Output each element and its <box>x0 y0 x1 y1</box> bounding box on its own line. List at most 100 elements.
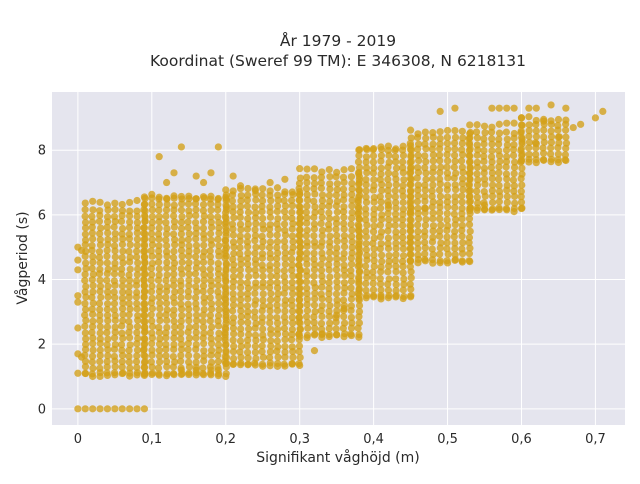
data-point <box>273 207 281 216</box>
data-point <box>340 203 348 211</box>
data-point <box>251 313 259 322</box>
data-point <box>89 346 97 354</box>
data-point <box>259 272 267 280</box>
data-point <box>111 206 119 214</box>
data-point <box>206 253 215 261</box>
data-point <box>392 268 400 276</box>
data-point <box>525 150 533 159</box>
data-point <box>280 237 289 245</box>
data-point <box>103 405 112 413</box>
data-point <box>259 325 267 333</box>
data-point <box>243 302 252 310</box>
data-point <box>104 282 112 290</box>
data-point <box>162 352 170 360</box>
data-point <box>311 208 319 216</box>
data-point <box>465 233 474 242</box>
data-point <box>518 164 526 172</box>
chart-title-line-1: År 1979 - 2019 <box>280 31 396 50</box>
data-point <box>103 201 112 209</box>
data-point <box>355 319 363 327</box>
data-point <box>347 173 356 181</box>
data-point <box>392 286 400 295</box>
data-point <box>163 194 171 202</box>
data-point <box>192 264 200 272</box>
data-point <box>399 151 408 160</box>
data-point <box>414 151 422 159</box>
data-point <box>421 152 429 160</box>
data-point <box>148 259 157 268</box>
data-point <box>413 164 422 172</box>
data-point <box>133 219 141 227</box>
data-point <box>191 270 200 278</box>
data-point <box>170 201 178 209</box>
data-point <box>125 223 134 232</box>
data-point <box>133 371 141 379</box>
x-axis-title: Signifikant våghöjd (m) <box>256 449 419 466</box>
data-point <box>355 222 363 230</box>
data-point <box>245 331 253 339</box>
data-point <box>415 140 423 148</box>
data-point <box>340 271 349 280</box>
data-point <box>258 261 266 269</box>
data-point <box>206 287 215 295</box>
x-tick-label: 0 <box>74 432 82 447</box>
data-point <box>117 217 126 226</box>
data-point <box>414 130 422 138</box>
data-point <box>415 215 423 223</box>
data-point <box>148 270 156 279</box>
data-point <box>103 357 111 366</box>
data-point <box>191 294 200 302</box>
data-point <box>310 301 319 309</box>
data-point <box>259 331 267 339</box>
data-point <box>510 208 518 216</box>
data-point <box>252 279 260 287</box>
data-point <box>266 278 275 287</box>
data-point <box>378 251 386 259</box>
data-point <box>435 186 444 194</box>
data-point <box>362 193 370 201</box>
data-point <box>370 257 378 265</box>
data-point <box>96 364 104 372</box>
data-point <box>450 163 458 171</box>
data-point <box>81 218 90 226</box>
data-point <box>281 284 289 292</box>
data-point <box>171 288 179 296</box>
data-point <box>355 193 363 201</box>
data-point <box>339 173 348 181</box>
data-point <box>384 240 392 248</box>
data-point <box>280 208 289 216</box>
data-point <box>281 318 289 326</box>
data-point <box>517 133 526 141</box>
data-point <box>355 301 364 310</box>
data-point <box>259 214 267 222</box>
data-point <box>363 268 371 277</box>
data-point <box>96 346 104 354</box>
data-point <box>110 352 119 361</box>
data-point <box>237 296 245 304</box>
data-point <box>244 272 253 281</box>
data-point <box>192 366 200 374</box>
data-point <box>104 335 112 343</box>
data-point <box>82 259 90 267</box>
data-point <box>376 176 384 184</box>
data-point <box>81 345 90 354</box>
data-point <box>436 209 444 217</box>
data-point <box>333 255 341 263</box>
data-point <box>141 200 149 208</box>
data-point <box>134 334 142 342</box>
data-point <box>281 249 289 257</box>
data-point <box>451 198 459 206</box>
data-point <box>104 352 112 360</box>
y-axis-title: Vågperiod (s) <box>14 211 31 304</box>
data-point <box>141 357 149 366</box>
data-point <box>170 293 178 302</box>
data-point <box>236 266 244 274</box>
data-point <box>495 169 503 177</box>
data-point <box>480 140 488 148</box>
data-point <box>325 255 334 263</box>
data-point <box>525 121 533 129</box>
data-point <box>110 288 118 296</box>
data-point <box>473 193 481 201</box>
data-point <box>473 181 482 189</box>
data-point <box>326 302 334 310</box>
